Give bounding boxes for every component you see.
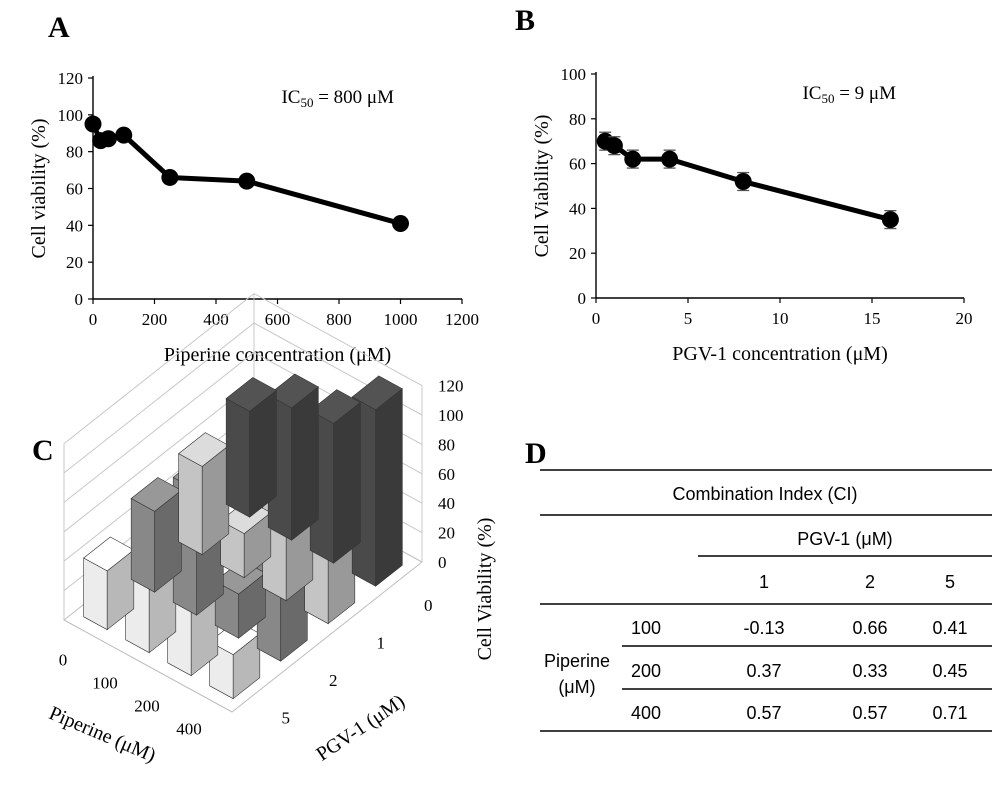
table-cell: 0.57 — [746, 703, 781, 723]
bar-side-face — [249, 389, 277, 518]
data-point — [84, 115, 102, 133]
bar-front-face — [130, 497, 156, 593]
col-header: 5 — [945, 572, 955, 592]
y-tick-label: 100 — [58, 106, 84, 125]
bar-top-face — [225, 377, 277, 412]
pgv1-tick-label: 5 — [282, 708, 291, 727]
bar-side-face — [291, 386, 319, 541]
ic50-annotation: IC50 = 800 μM — [281, 87, 394, 110]
bar-front-face — [225, 397, 251, 518]
x-axis-title: PGV-1 concentration (μM) — [672, 343, 888, 365]
row-label: 200 — [631, 661, 661, 681]
data-point — [624, 150, 642, 168]
x-tick-label: 600 — [265, 310, 291, 329]
z-tick-label: 100 — [438, 406, 464, 425]
x-axis-title: Piperine concentration (μM) — [164, 344, 391, 366]
y-tick-label: 0 — [75, 290, 84, 309]
data-point — [99, 130, 117, 148]
bar-side-face — [333, 401, 361, 564]
y-tick-label: 60 — [569, 155, 586, 174]
col-header: 2 — [865, 572, 875, 592]
bar-top-face — [309, 389, 361, 424]
panel-letter-a: A — [48, 11, 70, 44]
col-group-header: PGV-1 (μM) — [797, 529, 892, 549]
row-label: 100 — [631, 618, 661, 638]
y-tick-label: 100 — [561, 65, 587, 84]
piperine-tick-label: 200 — [134, 697, 160, 716]
y-tick-label: 20 — [569, 244, 586, 263]
data-point — [734, 173, 752, 191]
data-point — [115, 126, 133, 144]
table-cell: 0.41 — [932, 618, 967, 638]
x-tick-label: 400 — [203, 310, 229, 329]
data-point — [238, 172, 256, 190]
table-cell: 0.37 — [746, 661, 781, 681]
col-header: 1 — [759, 572, 769, 592]
bar-top-face — [351, 375, 403, 411]
piperine-tick-label: 100 — [92, 674, 118, 693]
z-tick-label: 40 — [438, 494, 455, 513]
piperine-tick-label: 400 — [176, 720, 202, 739]
panel-letter-b: B — [515, 4, 535, 37]
z-axis-title: Cell Viability (%) — [474, 518, 496, 661]
table-cell: 0.66 — [852, 618, 887, 638]
x-tick-label: 10 — [772, 309, 789, 328]
pgv1-tick-label: 0 — [424, 596, 433, 615]
row-group-unit: (μM) — [558, 677, 595, 697]
x-tick-label: 0 — [89, 310, 98, 329]
table-cell: 0.45 — [932, 661, 967, 681]
data-point — [661, 150, 679, 168]
panel-letter-c: C — [32, 434, 54, 467]
bar-side-face — [375, 388, 403, 587]
x-tick-label: 1000 — [384, 310, 418, 329]
table-cell: 0.57 — [852, 703, 887, 723]
data-point — [605, 137, 623, 155]
y-tick-label: 20 — [66, 253, 83, 272]
y-tick-label: 60 — [66, 180, 83, 199]
y-tick-label: 40 — [66, 216, 83, 235]
data-point — [881, 211, 899, 229]
piperine-tick-label: 0 — [59, 651, 68, 670]
x-tick-label: 5 — [684, 309, 693, 328]
y-tick-label: 80 — [569, 110, 586, 129]
pgv1-tick-label: 2 — [329, 671, 338, 690]
table-cell: -0.13 — [743, 618, 784, 638]
chart-b-pgv1: 0 20 40 60 80 100 0 5 10 15 20 IC50 = 9 μM PGV-1 con… — [531, 65, 973, 365]
y-axis-title: Cell viability (%) — [28, 119, 50, 259]
data-point — [392, 214, 409, 232]
data-point — [161, 168, 179, 186]
x-tick-label: 800 — [326, 310, 352, 329]
x-tick-label: 0 — [592, 309, 601, 328]
table-cell: 0.33 — [852, 661, 887, 681]
x-tick-label: 20 — [956, 309, 973, 328]
x-tick-label: 15 — [864, 309, 881, 328]
row-label: 400 — [631, 703, 661, 723]
y-tick-label: 120 — [58, 69, 84, 88]
table-d-combination-index: Combination Index (CI) PGV-1 (μM) 1 2 5 100 -0… — [540, 469, 992, 732]
z-tick-label: 80 — [438, 435, 455, 454]
table-cell: 0.71 — [932, 703, 967, 723]
x-tick-label: 200 — [142, 310, 168, 329]
y-tick-label: 40 — [569, 199, 586, 218]
z-tick-label: 0 — [438, 553, 447, 572]
row-group-label: Piperine — [544, 651, 610, 671]
z-tick-label: 60 — [438, 465, 455, 484]
bar-top-face — [267, 373, 319, 409]
y-tick-label: 0 — [578, 289, 587, 308]
pgv1-tick-label: 1 — [377, 633, 386, 652]
y-axis-title: Cell Viability (%) — [531, 115, 553, 258]
pgv1-axis-title: PGV-1 (μM) — [312, 690, 409, 765]
panel-letter-d: D — [525, 437, 547, 470]
ic50-annotation: IC50 = 9 μM — [802, 83, 896, 106]
bar-front-face — [178, 453, 203, 556]
z-tick-label: 20 — [438, 524, 455, 543]
y-tick-label: 80 — [66, 143, 83, 162]
x-tick-label: 1200 — [445, 310, 479, 329]
z-tick-label: 120 — [438, 377, 464, 396]
table-title: Combination Index (CI) — [672, 484, 857, 504]
